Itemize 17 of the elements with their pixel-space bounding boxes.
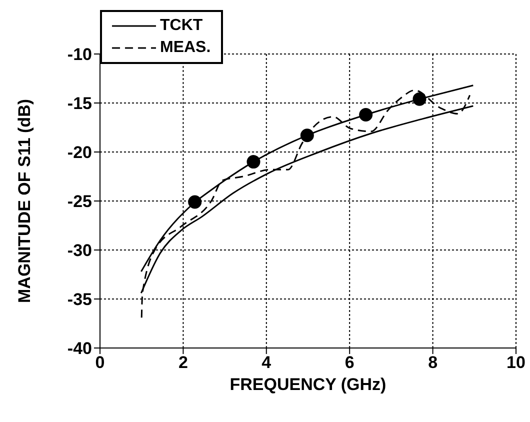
- y-tick-label: -10: [67, 45, 92, 64]
- y-tick-label: -15: [67, 94, 92, 114]
- y-tick-label: -30: [67, 241, 92, 260]
- y-tick-label: -20: [67, 143, 92, 162]
- x-tick-label: 0: [95, 353, 105, 372]
- x-tick-label: 4: [262, 353, 272, 372]
- x-tick-label: 10: [506, 353, 526, 372]
- y-tick-label: -25: [67, 192, 92, 212]
- legend-label: TCKT: [160, 16, 203, 36]
- x-tick-label: 8: [428, 353, 438, 372]
- y-axis-title: MAGNITUDE OF S11 (dB): [15, 98, 34, 304]
- x-tick-label: 2: [178, 353, 188, 372]
- legend-label: MEAS.: [160, 38, 211, 58]
- y-tick-label: -35: [67, 290, 92, 310]
- x-tick-label: 6: [344, 353, 354, 372]
- y-tick-label: -40: [67, 339, 92, 358]
- x-axis-title: FREQUENCY (GHz): [230, 375, 386, 394]
